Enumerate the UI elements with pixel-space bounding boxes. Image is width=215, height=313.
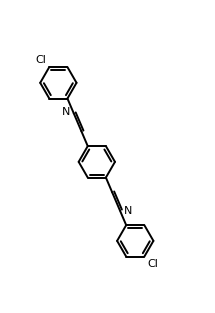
Text: N: N <box>61 107 70 117</box>
Text: Cl: Cl <box>36 54 47 64</box>
Text: N: N <box>124 207 132 217</box>
Text: Cl: Cl <box>147 259 158 269</box>
